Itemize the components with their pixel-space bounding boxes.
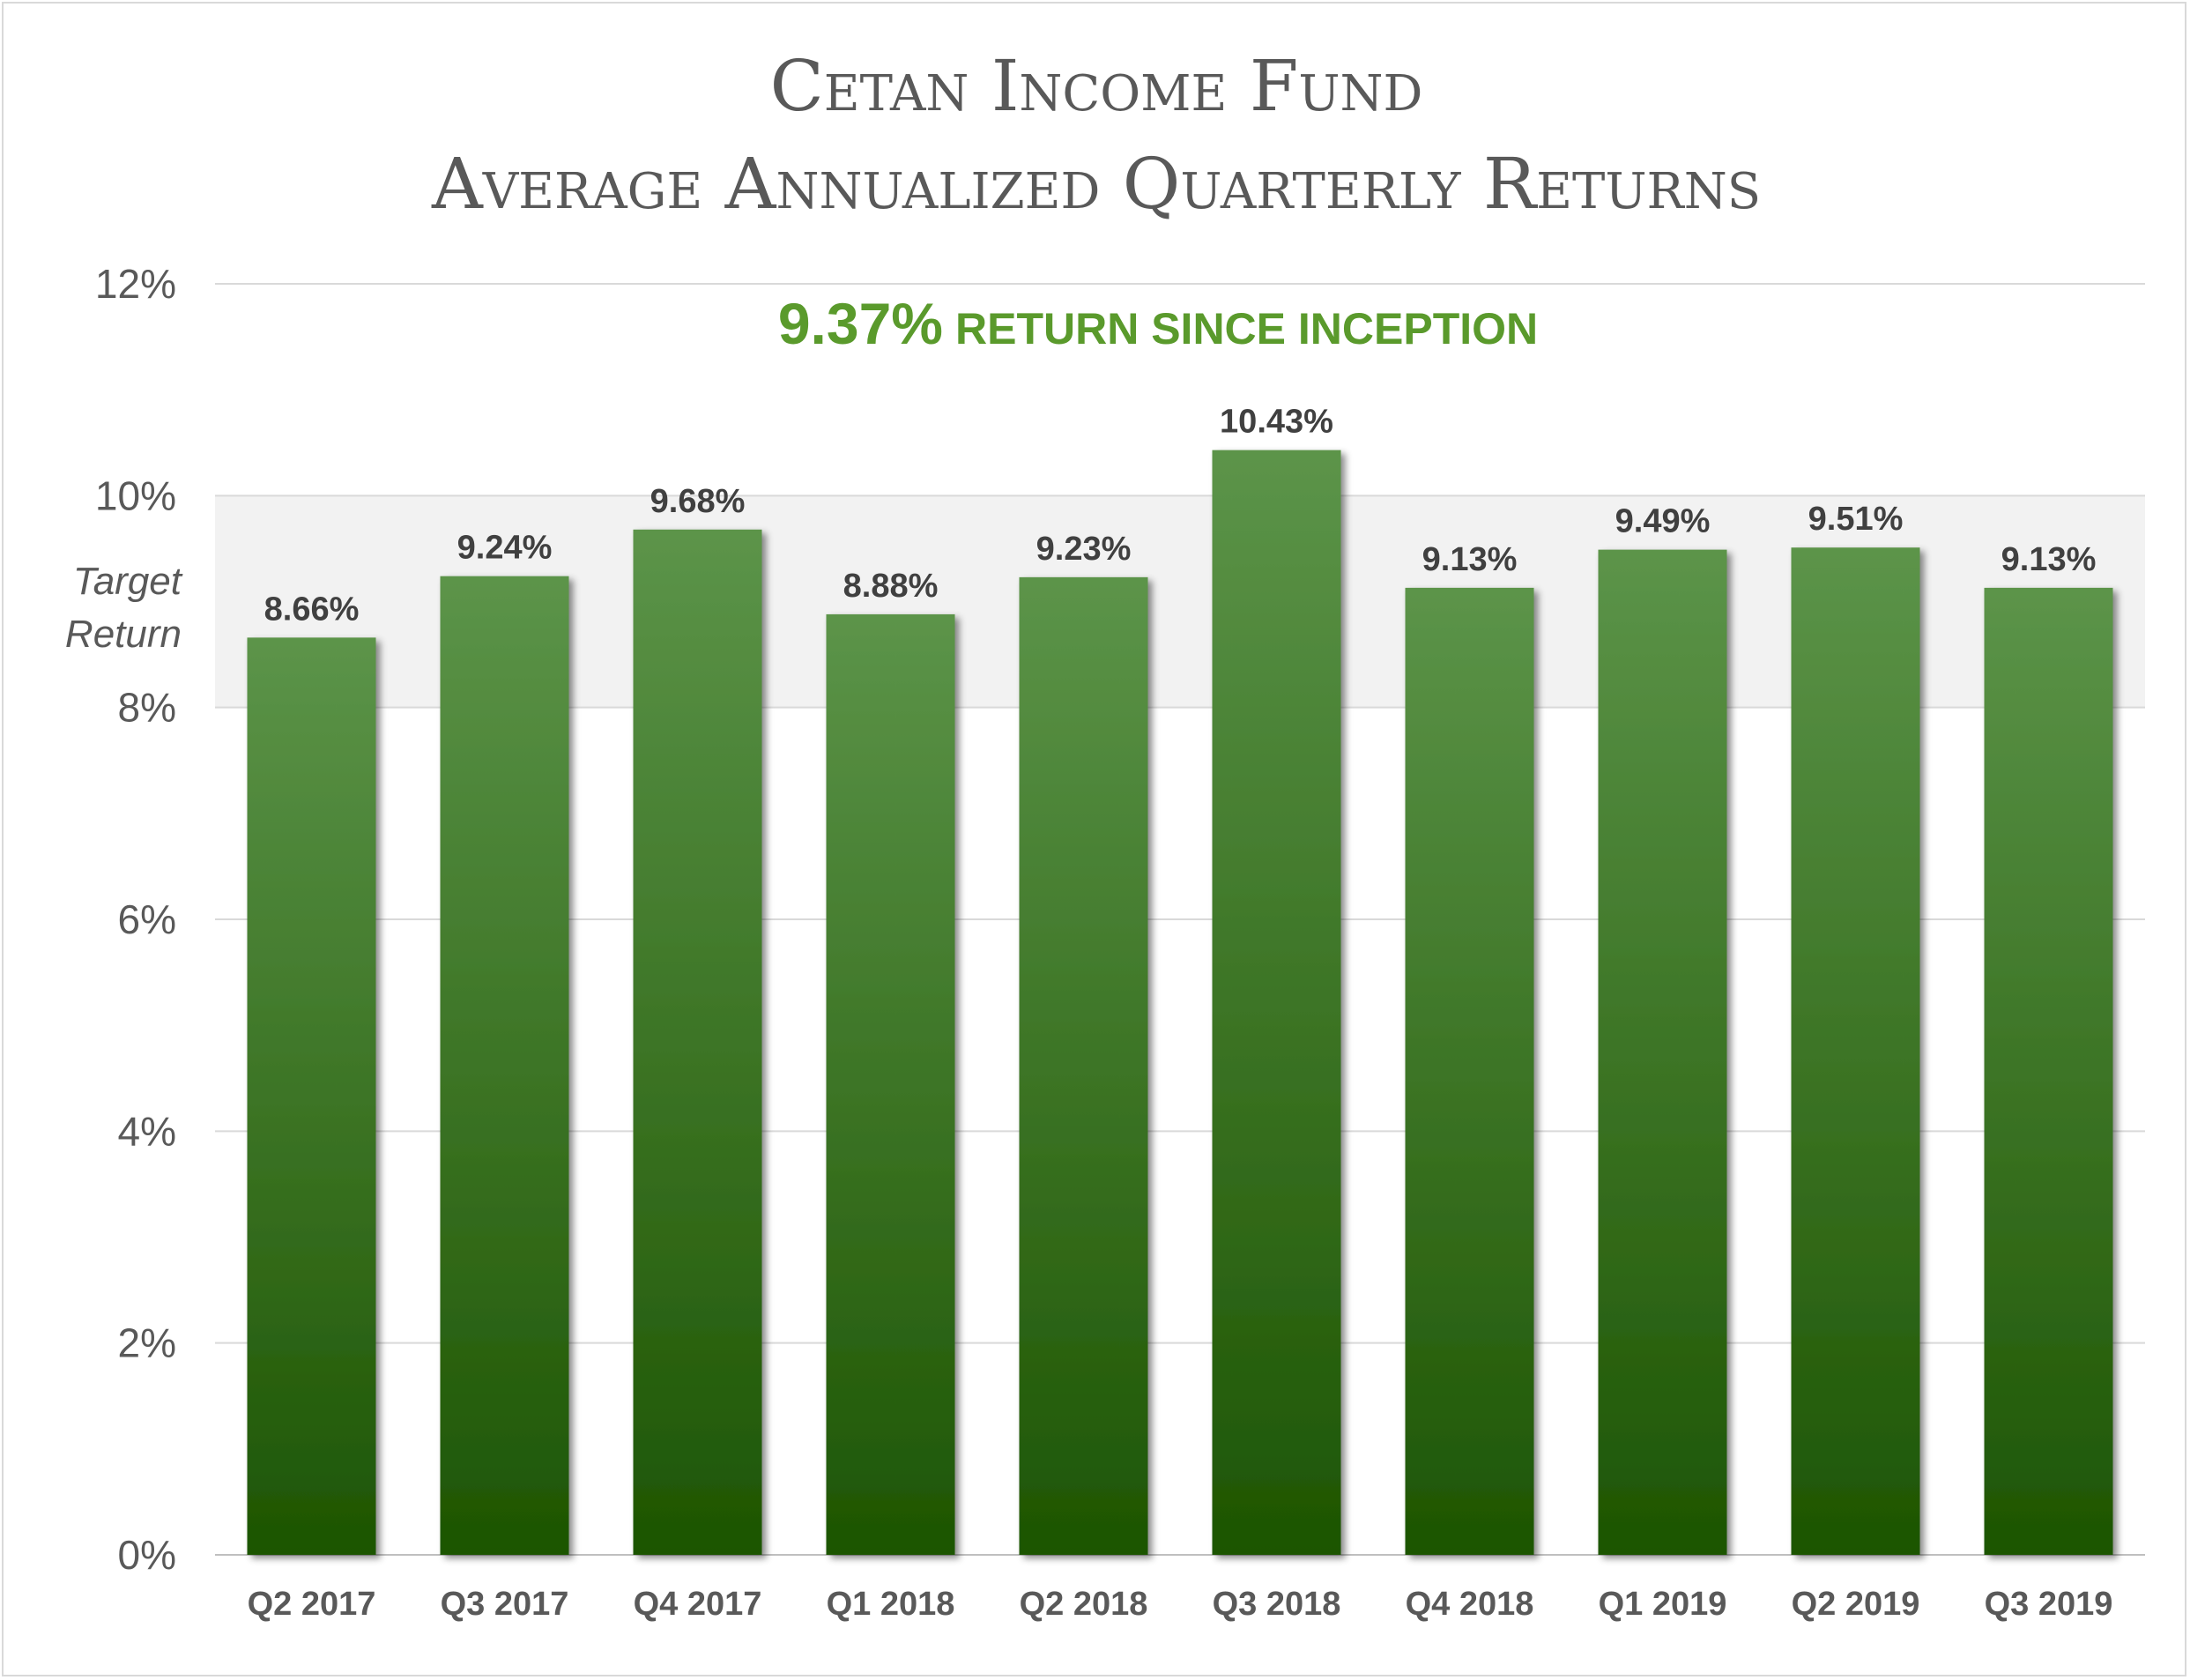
x-tick-label: Q4 2018	[1406, 1586, 1534, 1623]
y-tick-label: 6%	[118, 896, 176, 942]
bar	[1212, 450, 1341, 1556]
y-tick-label: 10%	[95, 472, 176, 518]
chart-subtitle: 9.37% RETURN SINCE INCEPTION	[778, 291, 1538, 356]
y-tick-label: 0%	[118, 1532, 176, 1578]
target-return-label-line-2: Return	[65, 613, 182, 656]
bar	[1791, 547, 1920, 1555]
x-tick-label: Q3 2018	[1213, 1586, 1341, 1623]
x-tick-label: Q2 2018	[1020, 1586, 1148, 1623]
x-tick-label: Q1 2019	[1599, 1586, 1727, 1623]
bar	[826, 613, 955, 1556]
bars	[247, 450, 2113, 1556]
data-label: 9.51%	[1808, 501, 1904, 538]
bar	[1019, 576, 1148, 1555]
chart-title-line-2: Average Annualized Quarterly Returns	[431, 143, 1761, 225]
x-tick-label: Q4 2017	[634, 1586, 762, 1623]
x-axis-ticks: Q2 2017 Q3 2017 Q4 2017 Q1 2018 Q2 2018 Q3 20…	[248, 1586, 2113, 1623]
data-label: 9.13%	[2001, 541, 2097, 578]
data-label: 9.24%	[457, 530, 553, 567]
data-label: 9.68%	[650, 483, 746, 520]
data-label: 8.66%	[264, 591, 360, 628]
x-tick-label: Q1 2018	[827, 1586, 955, 1623]
y-axis-ticks: 0% 2% 4% 6% 8% 10% 12%	[95, 261, 176, 1578]
data-labels: 8.66% 9.24% 9.68% 8.88% 9.23% 10.43% 9.13% 9.49…	[264, 404, 2097, 628]
x-tick-label: Q3 2017	[441, 1586, 569, 1623]
bar	[440, 576, 569, 1556]
bar	[1598, 549, 1727, 1555]
target-return-label-line-1: Target	[73, 560, 183, 603]
data-label: 9.49%	[1615, 503, 1711, 540]
y-tick-label: 4%	[118, 1108, 176, 1154]
bar	[1984, 587, 2113, 1555]
data-label: 9.13%	[1422, 541, 1518, 578]
x-tick-label: Q3 2019	[1985, 1586, 2113, 1623]
bar	[1405, 587, 1534, 1555]
data-label: 8.88%	[843, 568, 939, 605]
data-label: 10.43%	[1220, 404, 1333, 441]
bar	[633, 529, 762, 1556]
x-tick-label: Q2 2017	[248, 1586, 376, 1623]
bar	[247, 637, 376, 1555]
bar-chart: Cetan Income Fund Average Annualized Qua…	[65, 45, 2145, 1623]
since-inception-text: RETURN SINCE INCEPTION	[955, 304, 1538, 353]
x-tick-label: Q2 2019	[1792, 1586, 1920, 1623]
y-tick-label: 12%	[95, 261, 176, 307]
since-inception-value: 9.37%	[778, 291, 943, 356]
data-label: 9.23%	[1036, 531, 1132, 568]
y-tick-label: 8%	[118, 685, 176, 731]
chart-title-line-1: Cetan Income Fund	[770, 45, 1423, 127]
y-tick-label: 2%	[118, 1320, 176, 1366]
